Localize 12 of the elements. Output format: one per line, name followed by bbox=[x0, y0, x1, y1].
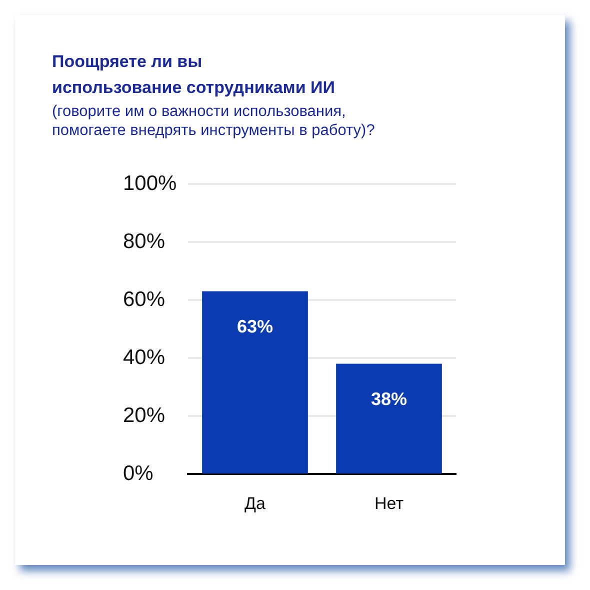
chart-title: Поощряете ли вы использование сотрудниками ИИ bbox=[52, 51, 336, 99]
chart-subtitle: (говорите им о важности использования, помогаете внедрять инструменты в работу)? bbox=[52, 102, 376, 140]
x-tick-label: Нет bbox=[374, 494, 404, 513]
y-tick-label: 100% bbox=[123, 172, 177, 195]
data-label: 63% bbox=[236, 316, 274, 336]
y-tick-label: 80% bbox=[123, 230, 166, 253]
y-tick-label: 0% bbox=[123, 462, 154, 485]
y-tick-label: 20% bbox=[123, 404, 166, 427]
y-tick-label: 40% bbox=[123, 346, 166, 369]
x-tick-label: Да bbox=[244, 494, 266, 513]
y-tick-label: 60% bbox=[123, 288, 166, 311]
data-label: 38% bbox=[370, 388, 408, 409]
